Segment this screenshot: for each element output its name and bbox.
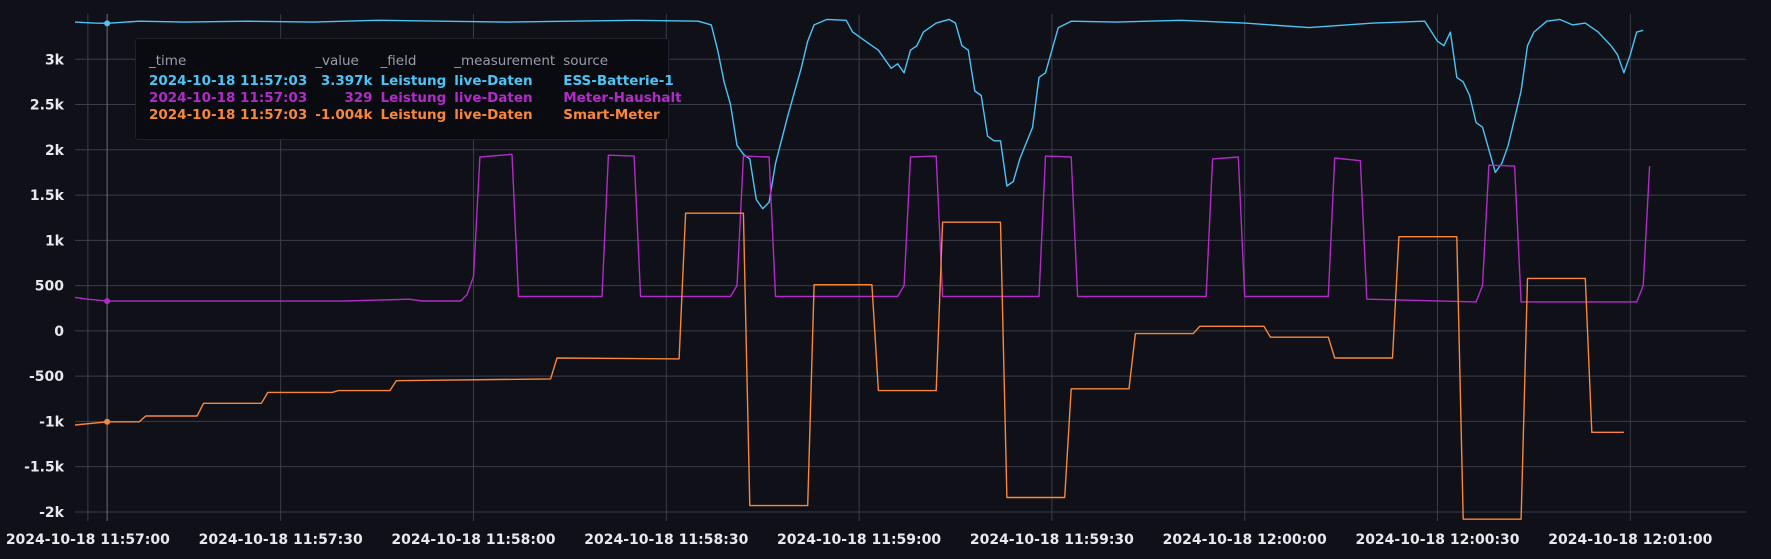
x-tick-label: 2024-10-18 11:57:30: [199, 532, 363, 548]
x-tick-label: 2024-10-18 12:00:00: [1163, 532, 1327, 548]
x-tick-label: 2024-10-18 11:59:30: [970, 532, 1134, 548]
y-tick-label: 500: [35, 279, 64, 295]
y-tick-label: -2k: [39, 505, 65, 521]
hover-point: [104, 298, 111, 305]
tooltip-header-time: _time: [149, 53, 187, 69]
y-tick-label: 0: [54, 324, 64, 340]
tooltip-row: 2024-10-18 11:57:03 3.397k Leistung live…: [149, 73, 690, 90]
series-line[interactable]: [74, 153, 1651, 303]
hover-markers: [104, 14, 111, 521]
tooltip-header-source: source: [563, 53, 609, 69]
tooltip-cell-value: 329: [344, 90, 373, 106]
y-tick-label: -1k: [39, 414, 65, 430]
x-tick-label: 2024-10-18 11:57:00: [6, 532, 170, 548]
tooltip-cell-value: 3.397k: [320, 73, 373, 89]
tooltip-table: _time _value _field _measurement source …: [149, 53, 690, 124]
x-tick-label: 2024-10-18 11:58:00: [391, 532, 555, 548]
y-tick-label: 1.5k: [30, 188, 65, 204]
tooltip-cell-time: 2024-10-18 11:57:03: [149, 73, 308, 89]
tooltip-cell-source: Smart-Meter: [563, 107, 660, 123]
tooltip-cell-source: ESS-Batterie-1: [563, 73, 674, 89]
tooltip-cell-measurement: live-Daten: [454, 90, 533, 106]
tooltip-header-row: _time _value _field _measurement source: [149, 53, 690, 73]
grid-lines: [75, 14, 1746, 521]
y-tick-label: -500: [29, 369, 64, 385]
x-tick-label: 2024-10-18 12:00:30: [1355, 532, 1519, 548]
tooltip-cell-time: 2024-10-18 11:57:03: [149, 107, 308, 123]
tooltip-cell-measurement: live-Daten: [454, 107, 533, 123]
axis-labels: 3k 2.5k 2k 1.5k 1k 500 0 -500 -1k -1.5k -2k 2024-10…: [6, 52, 1713, 548]
y-tick-label: 2k: [45, 143, 65, 159]
tooltip-cell-source: Meter-Haushalt: [563, 90, 682, 106]
tooltip-header-field: _field: [380, 53, 417, 69]
tooltip-header-measurement: _measurement: [454, 53, 556, 69]
series-lines: [74, 18, 1651, 520]
hover-point: [104, 20, 111, 27]
hover-tooltip: _time _value _field _measurement source …: [135, 38, 682, 140]
y-tick-label: 2.5k: [30, 98, 65, 114]
tooltip-cell-value: -1.004k: [315, 107, 373, 123]
hover-point: [104, 418, 111, 425]
tooltip-cell-field: Leistung: [380, 90, 447, 106]
series-line[interactable]: [74, 212, 1624, 520]
tooltip-header-value: _value: [315, 53, 359, 69]
y-tick-label: 1k: [45, 233, 65, 249]
tooltip-row: 2024-10-18 11:57:03 -1.004k Leistung liv…: [149, 107, 690, 124]
tooltip-row: 2024-10-18 11:57:03 329 Leistung live-Da…: [149, 90, 690, 107]
y-tick-label: -1.5k: [24, 460, 65, 476]
y-tick-label: 3k: [45, 52, 65, 68]
tooltip-cell-field: Leistung: [380, 73, 447, 89]
x-tick-label: 2024-10-18 11:59:00: [777, 532, 941, 548]
x-tick-label: 2024-10-18 12:01:00: [1548, 532, 1712, 548]
x-tick-label: 2024-10-18 11:58:30: [584, 532, 748, 548]
tooltip-cell-time: 2024-10-18 11:57:03: [149, 90, 308, 106]
tooltip-cell-field: Leistung: [380, 107, 447, 123]
tooltip-cell-measurement: live-Daten: [454, 73, 533, 89]
series-line[interactable]: [74, 18, 1644, 210]
